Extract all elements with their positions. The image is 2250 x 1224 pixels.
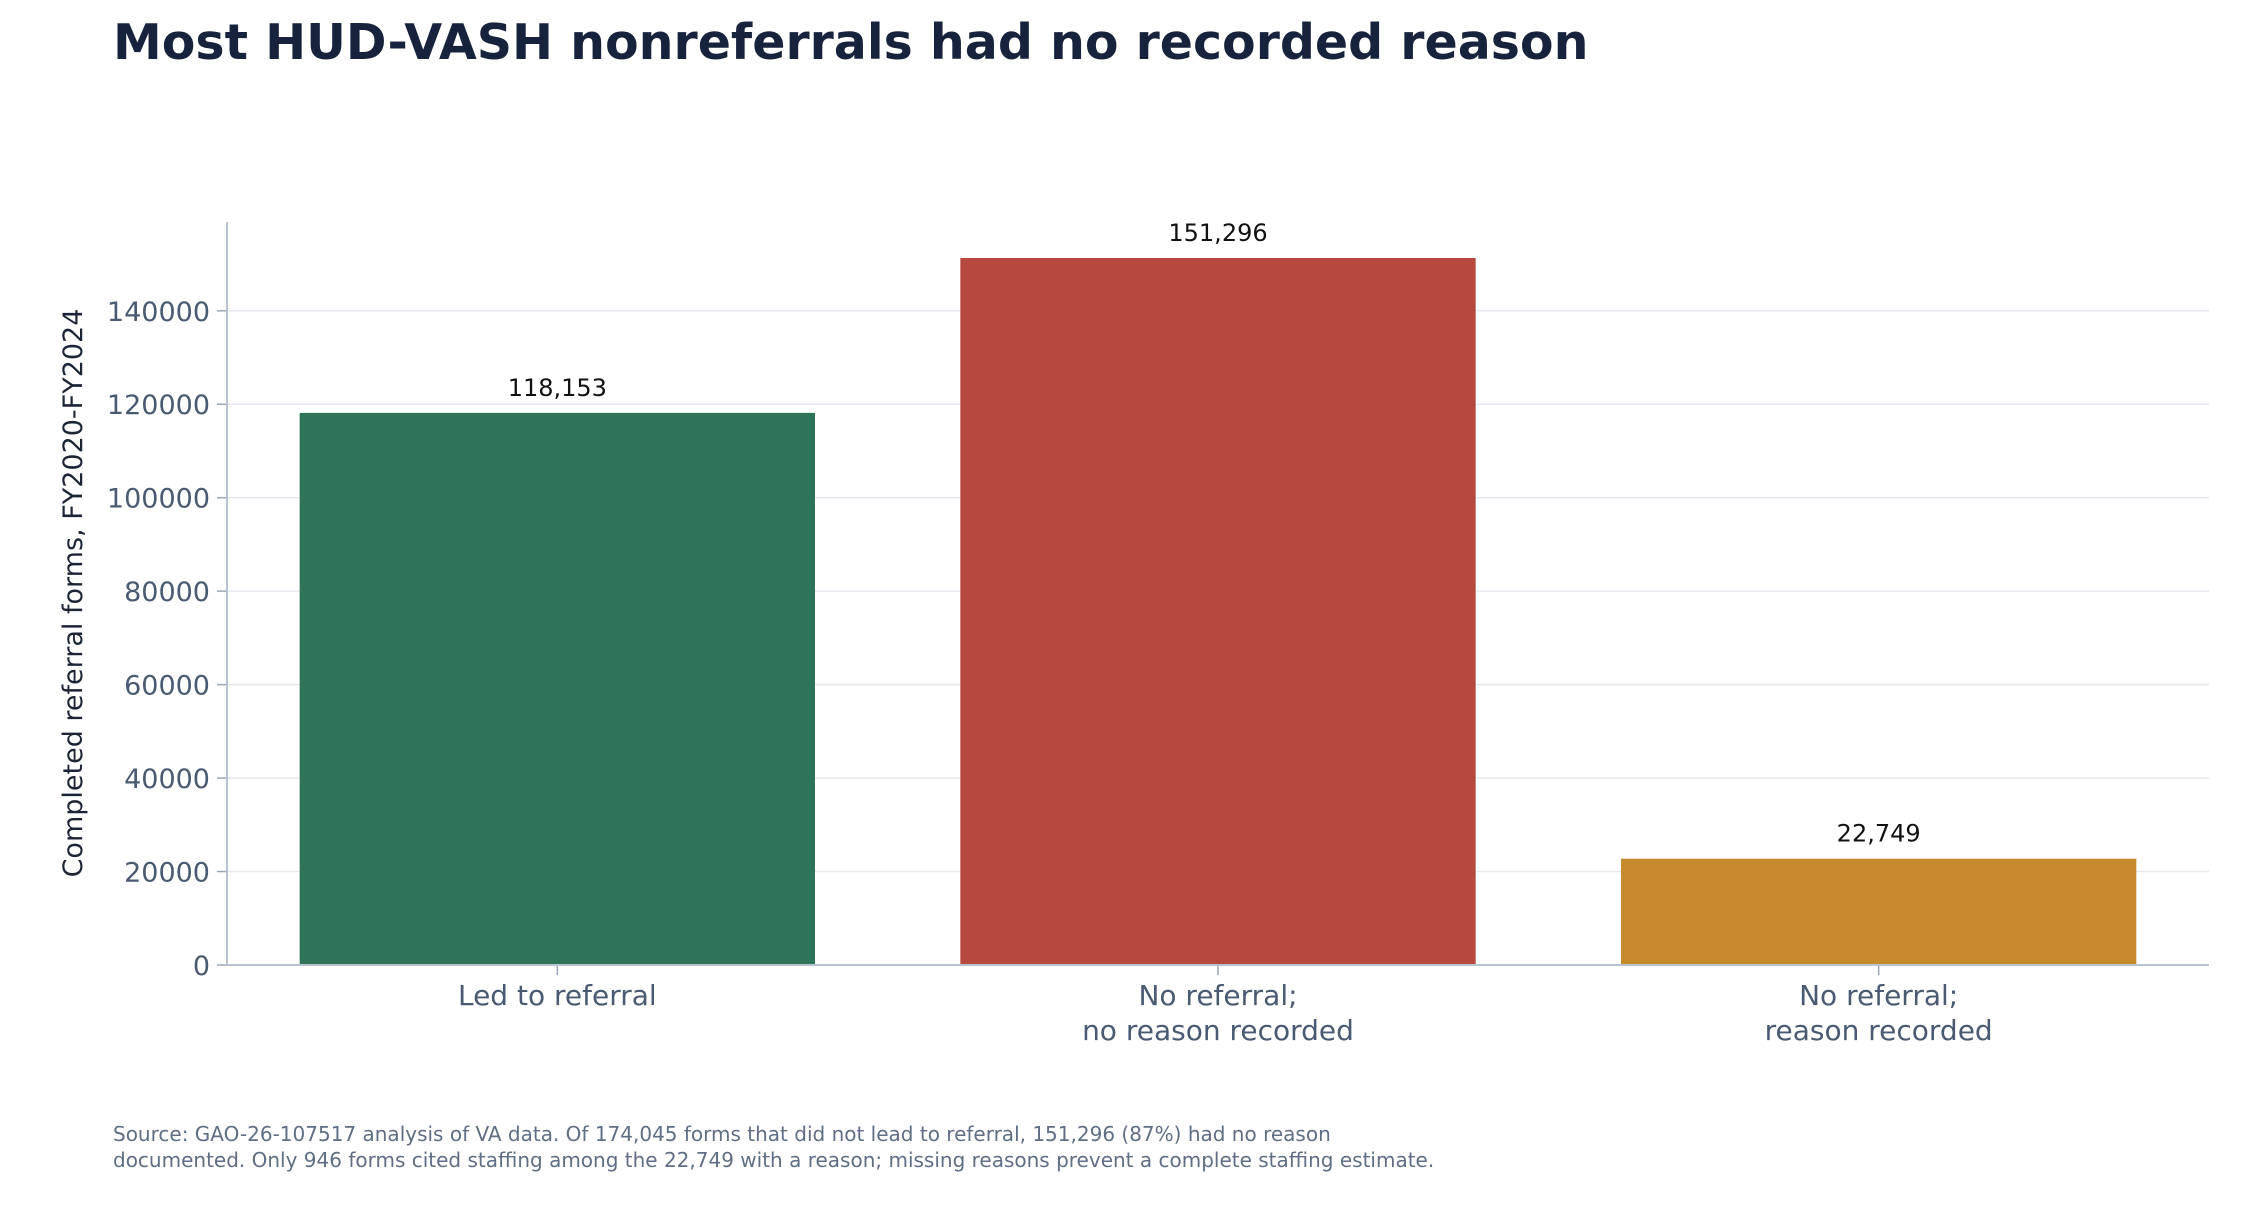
y-tick-label: 140000 (107, 297, 210, 328)
x-tick-label-line: Led to referral (458, 979, 657, 1012)
bar-value-label: 151,296 (1168, 219, 1267, 247)
y-tick-label: 120000 (107, 390, 210, 421)
axes (217, 222, 2209, 975)
y-tick-label: 0 (193, 951, 210, 982)
y-tick-label: 100000 (107, 484, 210, 515)
source-note: Source: GAO-26-107517 analysis of VA dat… (113, 1122, 1435, 1172)
x-tick-label-line: No referral; (1799, 979, 1958, 1012)
x-tick-label-line: no reason recorded (1082, 1014, 1354, 1047)
y-tick-label: 80000 (124, 577, 210, 608)
x-tick-labels: Led to referral No referral; no reason rec… (458, 979, 1993, 1047)
y-tick-labels: 0 20000 40000 60000 80000 100000 120000 140000 (107, 297, 210, 982)
x-tick-label: Led to referral (458, 979, 657, 1012)
bar (1621, 858, 2137, 965)
y-tick-label: 20000 (124, 858, 210, 889)
y-tick-label: 40000 (124, 764, 210, 795)
bar (960, 258, 1476, 965)
x-tick-label-line: reason recorded (1765, 1014, 1993, 1047)
bar (299, 412, 815, 965)
x-tick-label-line: No referral; (1138, 979, 1297, 1012)
chart-title: Most HUD-VASH nonreferrals had no record… (113, 14, 1589, 71)
x-tick-label: No referral; no reason recorded (1082, 979, 1354, 1047)
x-tick-label: No referral; reason recorded (1765, 979, 1993, 1047)
y-axis-label: Completed referral forms, FY2020-FY2024 (58, 309, 89, 878)
y-tick-label: 60000 (124, 671, 210, 702)
value-labels: 118,153 151,296 22,749 (508, 219, 1921, 848)
bar-value-label: 118,153 (508, 374, 607, 402)
bar-value-label: 22,749 (1837, 820, 1921, 848)
bars (299, 258, 2137, 965)
